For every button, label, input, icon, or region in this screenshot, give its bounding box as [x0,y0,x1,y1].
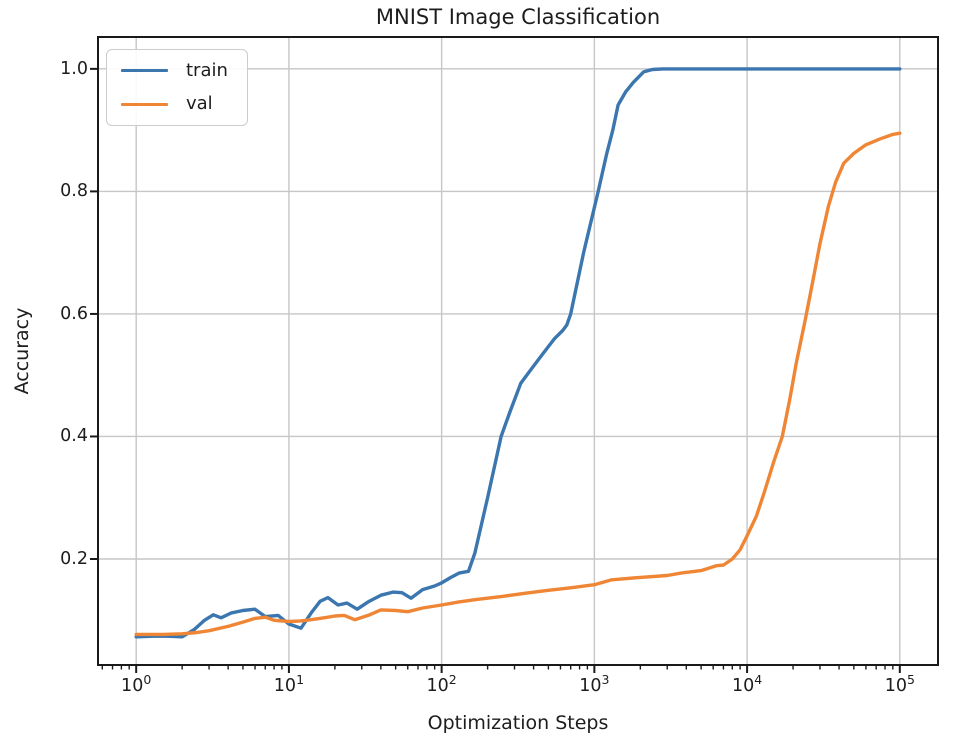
axes-spines [97,36,939,666]
y-tick-label: 0.6 [60,303,88,324]
x-axis-label: Optimization Steps [427,712,609,734]
x-tick-label: 102 [426,672,457,696]
x-tick-label: 100 [121,672,152,696]
legend: train val [106,49,248,126]
legend-entry-val: val [121,89,233,119]
y-tick-label: 0.8 [60,181,88,202]
train-line [134,67,902,639]
legend-label-val: val [186,93,213,115]
x-tick-label: 104 [731,672,763,696]
chart-title: MNIST Image Classification [375,5,661,29]
y-tick-label: 0.2 [60,549,88,569]
y-axis-label: Accuracy [11,307,33,395]
y-tick-label: 0.4 [60,426,88,447]
y-tick-label: 1.0 [60,58,88,79]
legend-entry-train: train [121,56,233,86]
val-line-swatch [121,102,168,107]
legend-label-train: train [186,59,228,81]
train-line-swatch [121,68,168,73]
val-line [134,131,902,637]
x-tick-label: 103 [579,672,610,696]
x-tick-label: 105 [884,672,915,696]
x-tick-label: 101 [273,672,305,696]
